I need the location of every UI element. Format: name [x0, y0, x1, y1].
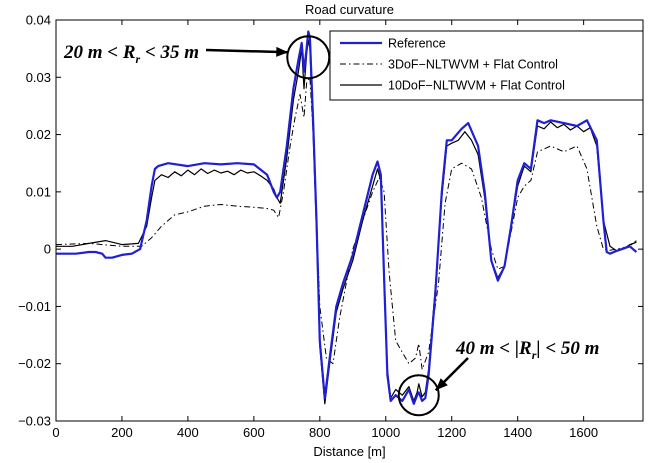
annotation-arrow-top-head: [276, 46, 289, 57]
legend: Reference 3DoF−NLTWVM + Flat Control 10DoF…: [329, 30, 644, 101]
y-tick-label: −0.02: [18, 356, 51, 371]
y-tick-label: 0.01: [26, 184, 51, 199]
y-tick-label: 0.03: [26, 70, 51, 85]
annotation-text-top: 20 m < Rr < 35 m: [63, 42, 199, 66]
annotation-circle-bottom: [397, 374, 440, 417]
y-axis: −0.03 −0.02 −0.01 0 0.01 0.02 0.03 0.04: [18, 13, 643, 429]
x-axis: 0 200 400 600 800 1000 1200 1400 1600: [52, 20, 598, 440]
annotation-shapes: [205, 35, 469, 417]
annotation-arrow-top-shaft: [205, 48, 289, 54]
legend-label-2: 10DoF−NLTWVM + Flat Control: [388, 79, 565, 93]
annotation-circle-top: [286, 35, 331, 80]
chart-title: Road curvature: [305, 2, 394, 17]
legend-label-0: Reference: [388, 37, 446, 51]
y-tick-label: −0.01: [18, 299, 51, 314]
x-tick-label: 1000: [371, 425, 400, 440]
x-tick-label: 600: [243, 425, 265, 440]
x-tick-label: 0: [52, 425, 59, 440]
x-tick-label: 400: [177, 425, 199, 440]
x-tick-label: 200: [111, 425, 133, 440]
x-tick-label: 1400: [503, 425, 532, 440]
x-tick-label: 1600: [569, 425, 598, 440]
plot-frame: [55, 19, 644, 422]
annotation-arrow-bottom-head: [435, 378, 448, 391]
y-tick-label: 0.04: [26, 13, 51, 28]
x-axis-label: Distance [m]: [313, 444, 385, 459]
annotation-text-bottom: 40 m < |Rr| < 50 m: [455, 338, 599, 362]
series-line-0: [56, 30, 638, 405]
y-tick-label: −0.03: [18, 414, 51, 429]
x-tick-label: 1200: [437, 425, 466, 440]
x-tick-label: 800: [309, 425, 331, 440]
legend-label-1: 3DoF−NLTWVM + Flat Control: [388, 58, 558, 72]
legend-box: [329, 30, 644, 101]
y-tick-label: 0.02: [26, 127, 51, 142]
series-layer: [55, 30, 638, 405]
annotation-texts: 20 m < Rr < 35 m 40 m < |Rr| < 50 m: [63, 42, 599, 362]
y-tick-label: 0: [44, 242, 51, 257]
